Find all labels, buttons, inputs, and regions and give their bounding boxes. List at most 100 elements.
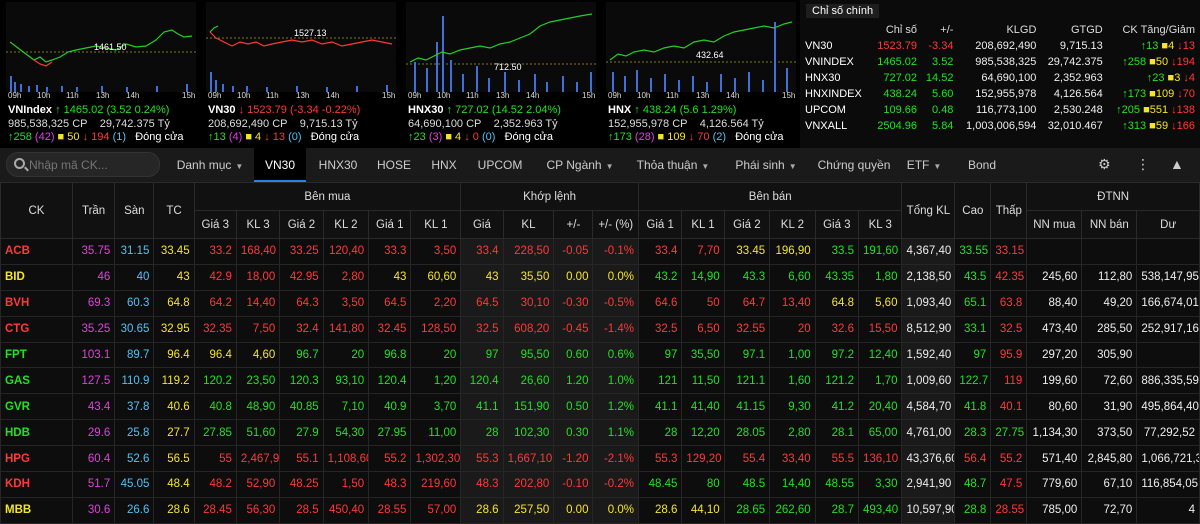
table-row[interactable]: HPG60.452.656.5552,467,9055.11,108,6055.… — [0, 445, 1200, 473]
bid-volume[interactable]: 93,10 — [322, 367, 370, 395]
symbol-search[interactable] — [6, 152, 160, 177]
bid-volume[interactable]: 141,80 — [322, 315, 370, 343]
bid-price[interactable]: 33.2 — [193, 238, 237, 265]
tab-danh-muc[interactable]: Danh mục ▼ — [170, 148, 250, 182]
bid-volume[interactable]: 1,20 — [410, 367, 462, 395]
tab-hnx30[interactable]: HNX30 — [310, 148, 366, 182]
bid-volume[interactable]: 51,60 — [235, 419, 281, 447]
ask-volume[interactable]: 14,90 — [681, 263, 725, 291]
bid-volume[interactable]: 18,00 — [235, 263, 281, 291]
bid-volume[interactable]: 54,30 — [322, 419, 370, 447]
ask-volume[interactable]: 129,20 — [681, 445, 725, 473]
symbol-cell[interactable]: HDB — [0, 419, 73, 447]
dots-vertical-icon[interactable]: ⋮ — [1136, 156, 1150, 172]
search-input[interactable] — [29, 157, 153, 173]
ask-price[interactable]: 97 — [637, 341, 683, 369]
ask-volume[interactable]: 11,50 — [681, 367, 725, 395]
bid-volume[interactable]: 128,50 — [410, 315, 462, 343]
ask-price[interactable]: 43.35 — [814, 263, 860, 291]
ask-volume[interactable]: 1,70 — [858, 367, 903, 395]
ask-volume[interactable]: 6,60 — [769, 263, 816, 291]
ask-price[interactable]: 48.5 — [723, 471, 771, 498]
bid-price[interactable]: 120.4 — [368, 367, 412, 395]
symbol-cell[interactable]: HPG — [0, 445, 73, 473]
bid-volume[interactable]: 20 — [410, 341, 462, 369]
table-row[interactable]: MBB 30.6 26.6 28.6 28.45 56,30 28.5 450,40 28.55… — [0, 496, 1200, 524]
ask-volume[interactable]: 262,60 — [769, 496, 816, 524]
ask-volume[interactable]: 5,60 — [858, 289, 903, 317]
ask-price[interactable]: 55.4 — [723, 445, 771, 473]
ask-volume[interactable]: 9,30 — [769, 393, 816, 421]
bid-volume[interactable]: 48,90 — [235, 393, 281, 421]
bid-price[interactable]: 96.4 — [193, 341, 237, 369]
bid-price[interactable]: 33.25 — [279, 238, 324, 265]
ask-price[interactable]: 43.3 — [723, 263, 771, 291]
ask-volume[interactable]: 65,00 — [858, 419, 903, 447]
bid-price[interactable]: 42.95 — [279, 263, 324, 291]
bid-price[interactable]: 27.85 — [193, 419, 237, 447]
bid-price[interactable]: 40.85 — [279, 393, 324, 421]
ask-price[interactable]: 97.1 — [723, 341, 771, 369]
ask-price[interactable]: 41.1 — [637, 393, 683, 421]
bid-price[interactable]: 64.2 — [193, 289, 237, 317]
bid-volume[interactable]: 56,30 — [235, 496, 281, 524]
bid-price[interactable]: 48.3 — [368, 471, 412, 498]
ask-price[interactable]: 64.7 — [723, 289, 771, 317]
ask-volume[interactable]: 20 — [769, 315, 816, 343]
symbol-cell[interactable]: KDH — [0, 471, 73, 498]
ask-volume[interactable]: 33,40 — [769, 445, 816, 473]
bid-volume[interactable]: 3,50 — [322, 289, 370, 317]
bid-volume[interactable]: 168,40 — [235, 238, 281, 265]
summary-row[interactable]: VNINDEX 1465.02 3.52 985,538,325 29,742.375 ↑… — [802, 54, 1198, 70]
symbol-cell[interactable]: BVH — [0, 289, 73, 317]
col-header-ck[interactable]: CK — [0, 182, 73, 239]
table-row[interactable]: ACB 35.75 31.15 33.45 33.2 168,40 33.25 120,40 3… — [0, 238, 1200, 265]
index-panel-vnindex[interactable]: 09h 10h 11h 13h 14h 15h 1461.50 VNIndex … — [2, 0, 198, 148]
ask-price[interactable]: 28 — [637, 419, 683, 447]
bid-volume[interactable]: 120,40 — [322, 238, 370, 265]
ask-price[interactable]: 64.6 — [637, 289, 683, 317]
symbol-cell[interactable]: ACB — [0, 238, 73, 265]
ask-volume[interactable]: 50 — [681, 289, 725, 317]
ask-volume[interactable]: 6,50 — [681, 315, 725, 343]
bid-volume[interactable]: 219,60 — [410, 471, 462, 498]
bid-volume[interactable]: 1,108,60 — [322, 445, 370, 473]
ask-price[interactable]: 55.5 — [814, 445, 860, 473]
bid-volume[interactable]: 7,50 — [235, 315, 281, 343]
tab-chung-quyen[interactable]: Chứng quyền — [814, 148, 894, 182]
bid-volume[interactable]: 4,60 — [235, 341, 281, 369]
symbol-cell[interactable]: CTG — [0, 315, 73, 343]
bid-volume[interactable]: 57,00 — [410, 496, 462, 524]
ask-volume[interactable]: 7,70 — [681, 238, 725, 265]
symbol-cell[interactable]: MBB — [0, 496, 73, 524]
bid-volume[interactable]: 11,00 — [410, 419, 462, 447]
gear-icon[interactable]: ⚙ — [1098, 156, 1111, 172]
bid-price[interactable]: 33.3 — [368, 238, 412, 265]
bid-volume[interactable]: 14,40 — [235, 289, 281, 317]
ask-price[interactable]: 28.65 — [723, 496, 771, 524]
ask-volume[interactable]: 3,30 — [858, 471, 903, 498]
tab-upcom[interactable]: UPCOM — [472, 148, 528, 182]
ask-volume[interactable]: 41,40 — [681, 393, 725, 421]
bid-price[interactable]: 120.3 — [279, 367, 324, 395]
summary-row[interactable]: HNXINDEX 438.24 5.60 152,955,978 4,126.564 ↑1… — [802, 86, 1198, 102]
bid-price[interactable]: 55.1 — [279, 445, 324, 473]
bid-price[interactable]: 43 — [368, 263, 412, 291]
bid-volume[interactable]: 7,10 — [322, 393, 370, 421]
summary-row[interactable]: VN30 1523.79 -3.34 208,692,490 9,715.13 ↑13 ■… — [802, 38, 1198, 54]
ask-price[interactable]: 28.1 — [814, 419, 860, 447]
bid-volume[interactable]: 2,467,90 — [235, 445, 281, 473]
tab-phai-sinh[interactable]: Phái sinh ▼ — [726, 148, 806, 182]
bid-volume[interactable]: 60,60 — [410, 263, 462, 291]
ask-volume[interactable]: 12,40 — [858, 341, 903, 369]
bid-volume[interactable]: 450,40 — [322, 496, 370, 524]
bid-volume[interactable]: 20 — [322, 341, 370, 369]
bid-price[interactable]: 55 — [193, 445, 237, 473]
ask-volume[interactable]: 196,90 — [769, 238, 816, 265]
bid-volume[interactable]: 1,50 — [322, 471, 370, 498]
tab-thoa-thuan[interactable]: Thỏa thuận ▼ — [630, 148, 716, 182]
ask-price[interactable]: 41.2 — [814, 393, 860, 421]
ask-price[interactable]: 43.2 — [637, 263, 683, 291]
ask-price[interactable]: 33.45 — [723, 238, 771, 265]
table-row[interactable]: CTG 35.25 30.65 32.95 32.35 7,50 32.4 141,80 32.… — [0, 315, 1200, 343]
